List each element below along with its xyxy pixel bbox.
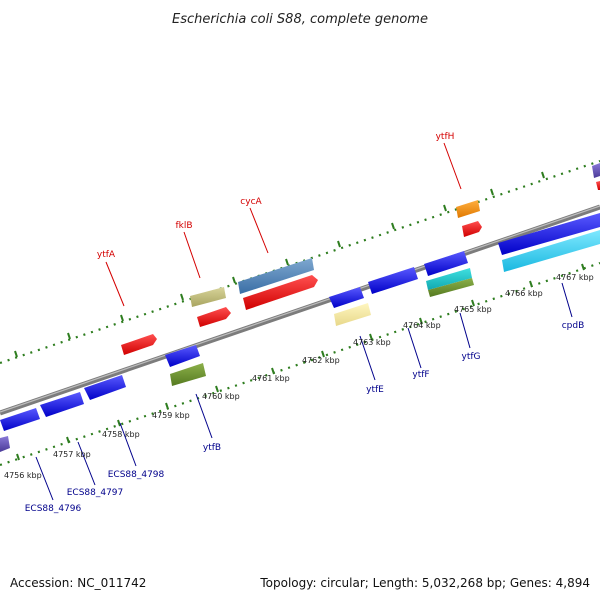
gene-ytfG[interactable]: [424, 251, 468, 276]
gene-fklB-neighbor[interactable]: [190, 287, 226, 307]
gene-label-ECS88_4798[interactable]: ECS88_4798: [108, 470, 165, 480]
gene-label-ECS88_4796[interactable]: ECS88_4796: [25, 504, 82, 514]
gene-ytfH[interactable]: [462, 221, 482, 237]
tick-label: 4766 kbp: [505, 289, 543, 298]
tick-label: 4757 kbp: [53, 450, 91, 459]
outer-tick-ring: [0, 159, 600, 365]
tick-label: 4762 kbp: [302, 356, 340, 365]
gene-fklB[interactable]: [197, 307, 231, 327]
tick-label: 4758 kbp: [102, 430, 140, 439]
gene-cpdB-blue[interactable]: [498, 213, 600, 255]
gene-ytfE-neighbor[interactable]: [334, 303, 371, 326]
gene-ytfG-neighbor-teal[interactable]: [426, 268, 472, 290]
outer-major-ticks: [14, 171, 545, 358]
tick-label: 4767 kbp: [556, 273, 594, 282]
tick-label: 4761 kbp: [252, 374, 290, 383]
gene-ECS88_4797[interactable]: [40, 392, 84, 417]
gene-left-edge-purple[interactable]: [0, 436, 10, 452]
gene-label-fklB[interactable]: fklB: [175, 221, 192, 231]
gene-ECS88_4798[interactable]: [84, 375, 126, 400]
gene-cycA[interactable]: [243, 275, 318, 310]
top-leader-lines: [105, 142, 462, 307]
gene-label-ytfE[interactable]: ytfE: [366, 385, 384, 395]
inner-tick-ring: [0, 261, 600, 467]
gene-ytfA[interactable]: [121, 334, 157, 355]
gene-ytfB-neighbor[interactable]: [170, 363, 206, 386]
gene-ytfG-neighbor-olive[interactable]: [428, 278, 474, 297]
tick-label: 4759 kbp: [152, 411, 190, 420]
tick-label: 4763 kbp: [353, 338, 391, 347]
gene-label-ECS88_4797[interactable]: ECS88_4797: [67, 488, 124, 498]
tick-label: 4764 kbp: [403, 321, 441, 330]
gene-label-ytfF[interactable]: ytfF: [412, 370, 429, 380]
tick-label: 4760 kbp: [202, 392, 240, 401]
gene-label-cycA[interactable]: cycA: [240, 197, 262, 207]
gene-label-cpdB[interactable]: cpdB: [562, 321, 585, 331]
gene-ECS88_4796[interactable]: [0, 408, 40, 431]
gene-label-ytfB[interactable]: ytfB: [203, 443, 221, 453]
inner-major-ticks: [16, 263, 585, 461]
bottom-leader-lines: [35, 282, 573, 501]
gene-edge-upper-red[interactable]: [596, 181, 600, 190]
tick-label: 4756 kbp: [4, 471, 42, 480]
gene-ytfH-neighbor[interactable]: [456, 200, 480, 218]
gene-label-ytfG[interactable]: ytfG: [462, 352, 481, 362]
gene-cpdB[interactable]: [502, 230, 600, 272]
gene-label-ytfA[interactable]: ytfA: [97, 250, 116, 260]
map-title: Escherichia coli S88, complete genome: [172, 12, 428, 27]
gene-ytfB[interactable]: [165, 345, 200, 367]
gene-ytfE[interactable]: [329, 287, 364, 308]
gene-label-ytfH[interactable]: ytfH: [436, 132, 455, 142]
gene-cycA-neighbor[interactable]: [238, 258, 314, 294]
genome-summary-text: Topology: circular; Length: 5,032,268 bp…: [259, 576, 590, 590]
accession-text: Accession: NC_011742: [10, 576, 146, 590]
tick-label: 4765 kbp: [454, 305, 492, 314]
gene-ytfF[interactable]: [368, 267, 418, 294]
gene-edge-upper[interactable]: [592, 163, 600, 178]
genome-backbone: [0, 204, 600, 416]
